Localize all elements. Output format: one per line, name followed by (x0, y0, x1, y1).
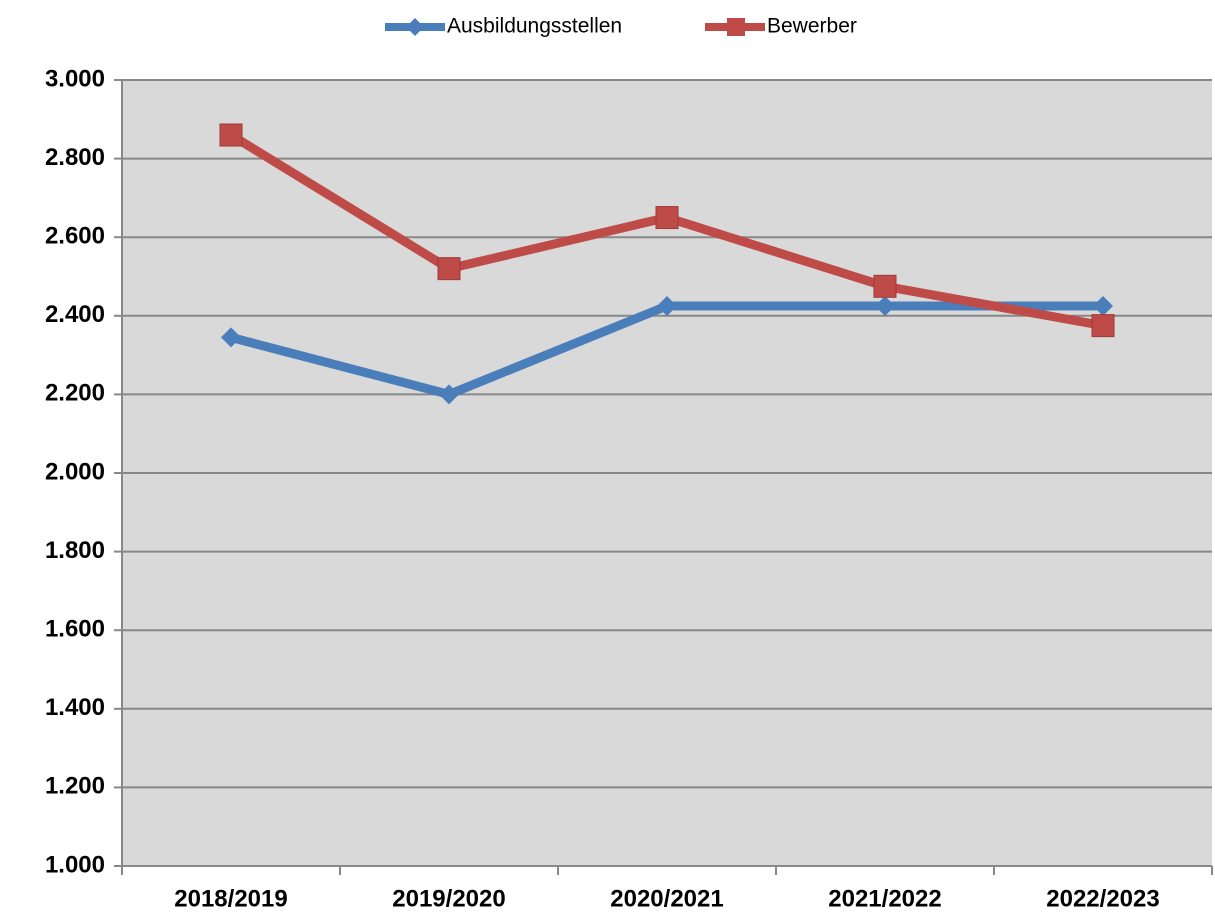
y-tick-label: 1.400 (45, 694, 105, 721)
marker (655, 206, 679, 230)
y-tick-label: 2.200 (45, 380, 105, 407)
marker (1093, 295, 1113, 316)
y-tick-label: 2.600 (45, 223, 105, 250)
legend-label: Ausbildungsstellen (447, 15, 622, 38)
y-tick-label: 2.800 (45, 144, 105, 171)
y-tick-label: 1.800 (45, 537, 105, 564)
marker (437, 257, 461, 281)
marker (219, 123, 243, 147)
x-tick-label: 2022/2023 (1046, 885, 1159, 912)
marker (657, 295, 677, 316)
x-tick-label: 2018/2019 (174, 885, 287, 912)
marker (1091, 314, 1115, 338)
x-tick-label: 2019/2020 (392, 885, 505, 912)
y-tick-label: 1.200 (45, 773, 105, 800)
y-tick-label: 1.600 (45, 616, 105, 643)
x-tick-label: 2020/2021 (610, 885, 723, 912)
marker (875, 295, 895, 316)
x-tick-label: 2021/2022 (828, 885, 941, 912)
legend-label: Bewerber (767, 15, 857, 38)
marker (439, 384, 459, 405)
marker (873, 274, 897, 298)
marker (221, 327, 241, 348)
y-tick-label: 2.000 (45, 458, 105, 485)
legend-marker (727, 18, 745, 36)
y-tick-label: 3.000 (45, 65, 105, 92)
y-tick-label: 2.400 (45, 301, 105, 328)
legend-marker (406, 18, 424, 36)
y-tick-label: 1.000 (45, 851, 105, 878)
